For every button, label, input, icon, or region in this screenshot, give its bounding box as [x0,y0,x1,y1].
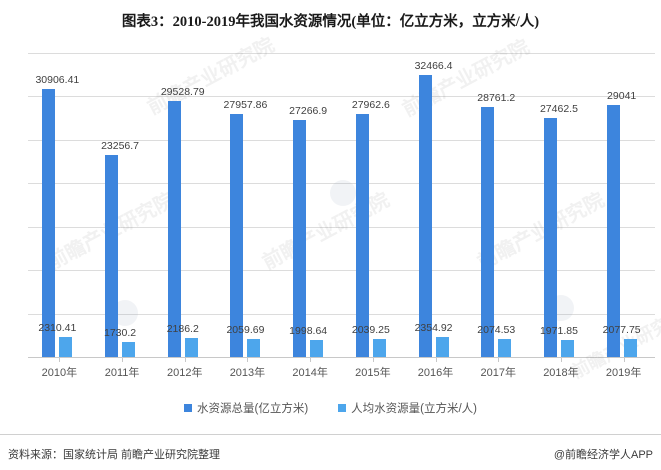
chart-legend: 水资源总量(亿立方米) 人均水资源量(立方米/人) [0,400,661,416]
x-axis-label: 2018年 [543,367,579,379]
bar-water-total[interactable] [230,114,244,357]
gridline [28,53,655,54]
bar-group: 28761.2 2074.53 [467,53,530,357]
bar-group: 32466.4 2354.92 [404,53,467,357]
bar-water-percapita[interactable] [247,339,261,357]
x-axis-tick [310,358,312,362]
gridline [28,183,655,185]
bar-value-label-percapita: 2074.53 [477,323,516,336]
x-axis-tick [372,358,374,362]
x-axis-label: 2019年 [605,367,642,379]
bar-value-label-total: 27962.6 [351,99,390,112]
x-axis-label: 2017年 [480,367,516,379]
bar-water-percapita[interactable] [122,341,136,357]
bar-water-percapita[interactable] [560,339,574,357]
bar-value-label-percapita: 2310.41 [38,321,77,334]
bar-water-total[interactable] [42,88,56,357]
bar-water-total[interactable] [606,104,620,357]
bar-water-percapita[interactable] [435,336,449,357]
x-axis-label: 2015年 [355,367,391,379]
x-axis-tick [623,358,625,362]
footer-source-text: 资料来源：国家统计局 前瞻产业研究院整理 [8,449,221,461]
x-axis-label: 2011年 [104,367,140,379]
footer-divider [0,434,661,435]
bars-layer: 30906.41 2310.41 23256.7 1730.2 29528.79 2186… [28,53,655,357]
x-axis-label: 2012年 [166,367,203,379]
bar-water-percapita[interactable] [310,339,324,357]
gridline [28,313,655,315]
x-axis-label: 2014年 [292,367,328,379]
gridline [28,270,655,272]
bar-water-total[interactable] [418,75,432,357]
bar-water-percapita[interactable] [184,338,198,357]
bar-group: 27962.6 2039.25 [342,53,405,357]
legend-swatch-icon [183,404,192,412]
bar-water-percapita[interactable] [498,338,512,357]
axis-baseline [28,357,655,358]
x-axis: 2010年 2011年 2012年 2013年 2014年 2015年 2016年 2017年… [28,358,655,384]
bar-value-label-total: 28761.2 [477,92,516,105]
x-axis-tick [122,358,124,362]
bar-value-label-total: 30906.41 [35,73,80,86]
legend-swatch-icon [338,404,347,412]
plot-area [28,53,655,357]
bar-value-label-total: 27462.5 [539,103,578,116]
bar-value-label-total: 32466.4 [414,60,453,72]
gridline [28,96,655,98]
bar-water-total[interactable] [481,107,495,357]
x-axis-label: 2016年 [417,367,454,379]
bar-water-percapita[interactable] [623,338,637,357]
bar-value-label-percapita: 1971.85 [539,324,578,337]
gridline [28,226,655,228]
x-axis-tick [59,358,61,362]
bar-group: 29528.79 2186.2 [153,53,216,357]
bar-value-label-total: 29041 [607,89,637,102]
bar-value-label-total: 23256.7 [101,139,140,152]
bar-value-label-percapita: 2059.69 [226,324,265,337]
x-axis-tick [184,358,186,362]
legend-label: 水资源总量(亿立方米) [196,403,309,415]
bar-value-label-total: 29528.79 [160,85,205,98]
x-axis-tick [247,358,249,362]
x-axis-tick [560,358,562,362]
bar-value-label-percapita: 2039.25 [351,324,390,337]
legend-item[interactable]: 水资源总量(亿立方米) [183,400,309,416]
bar-water-percapita[interactable] [372,339,386,357]
bar-water-percapita[interactable] [59,336,73,357]
gridline [28,139,655,141]
bar-value-label-percapita: 2186.2 [166,323,199,335]
bar-group: 30906.41 2310.41 [28,53,91,357]
page-title: 图表3：2010-2019年我国水资源情况(单位：亿立方米，立方米/人) [121,14,540,30]
x-axis-tick [435,358,437,362]
bar-value-label-percapita: 1730.2 [103,326,137,339]
bar-value-label-percapita: 2354.92 [414,321,453,334]
bar-group: 27957.86 2059.69 [216,53,279,357]
bar-value-label-total: 27266.9 [289,105,328,118]
bar-value-label-percapita: 2077.75 [602,323,641,336]
bar-value-label-total: 27957.86 [223,99,268,112]
bar-water-total[interactable] [105,155,119,357]
legend-item[interactable]: 人均水资源量(立方米/人) [338,400,477,416]
legend-label: 人均水资源量(立方米/人) [351,403,478,415]
x-axis-label: 2010年 [41,367,78,379]
footer-brand-text: @前瞻经济学人APP [553,449,653,461]
bar-group: 27266.9 1998.64 [279,53,342,357]
bar-water-total[interactable] [543,118,557,357]
bar-group: 29041 2077.75 [592,53,655,357]
bar-water-total[interactable] [355,114,369,357]
bar-water-total[interactable] [293,120,307,357]
x-axis-tick [498,358,500,362]
bar-water-total[interactable] [167,100,181,357]
bar-group: 27462.5 1971.85 [530,53,593,357]
x-axis-label: 2013年 [229,367,266,379]
bar-value-label-percapita: 1998.64 [289,324,328,337]
bar-group: 23256.7 1730.2 [91,53,154,357]
